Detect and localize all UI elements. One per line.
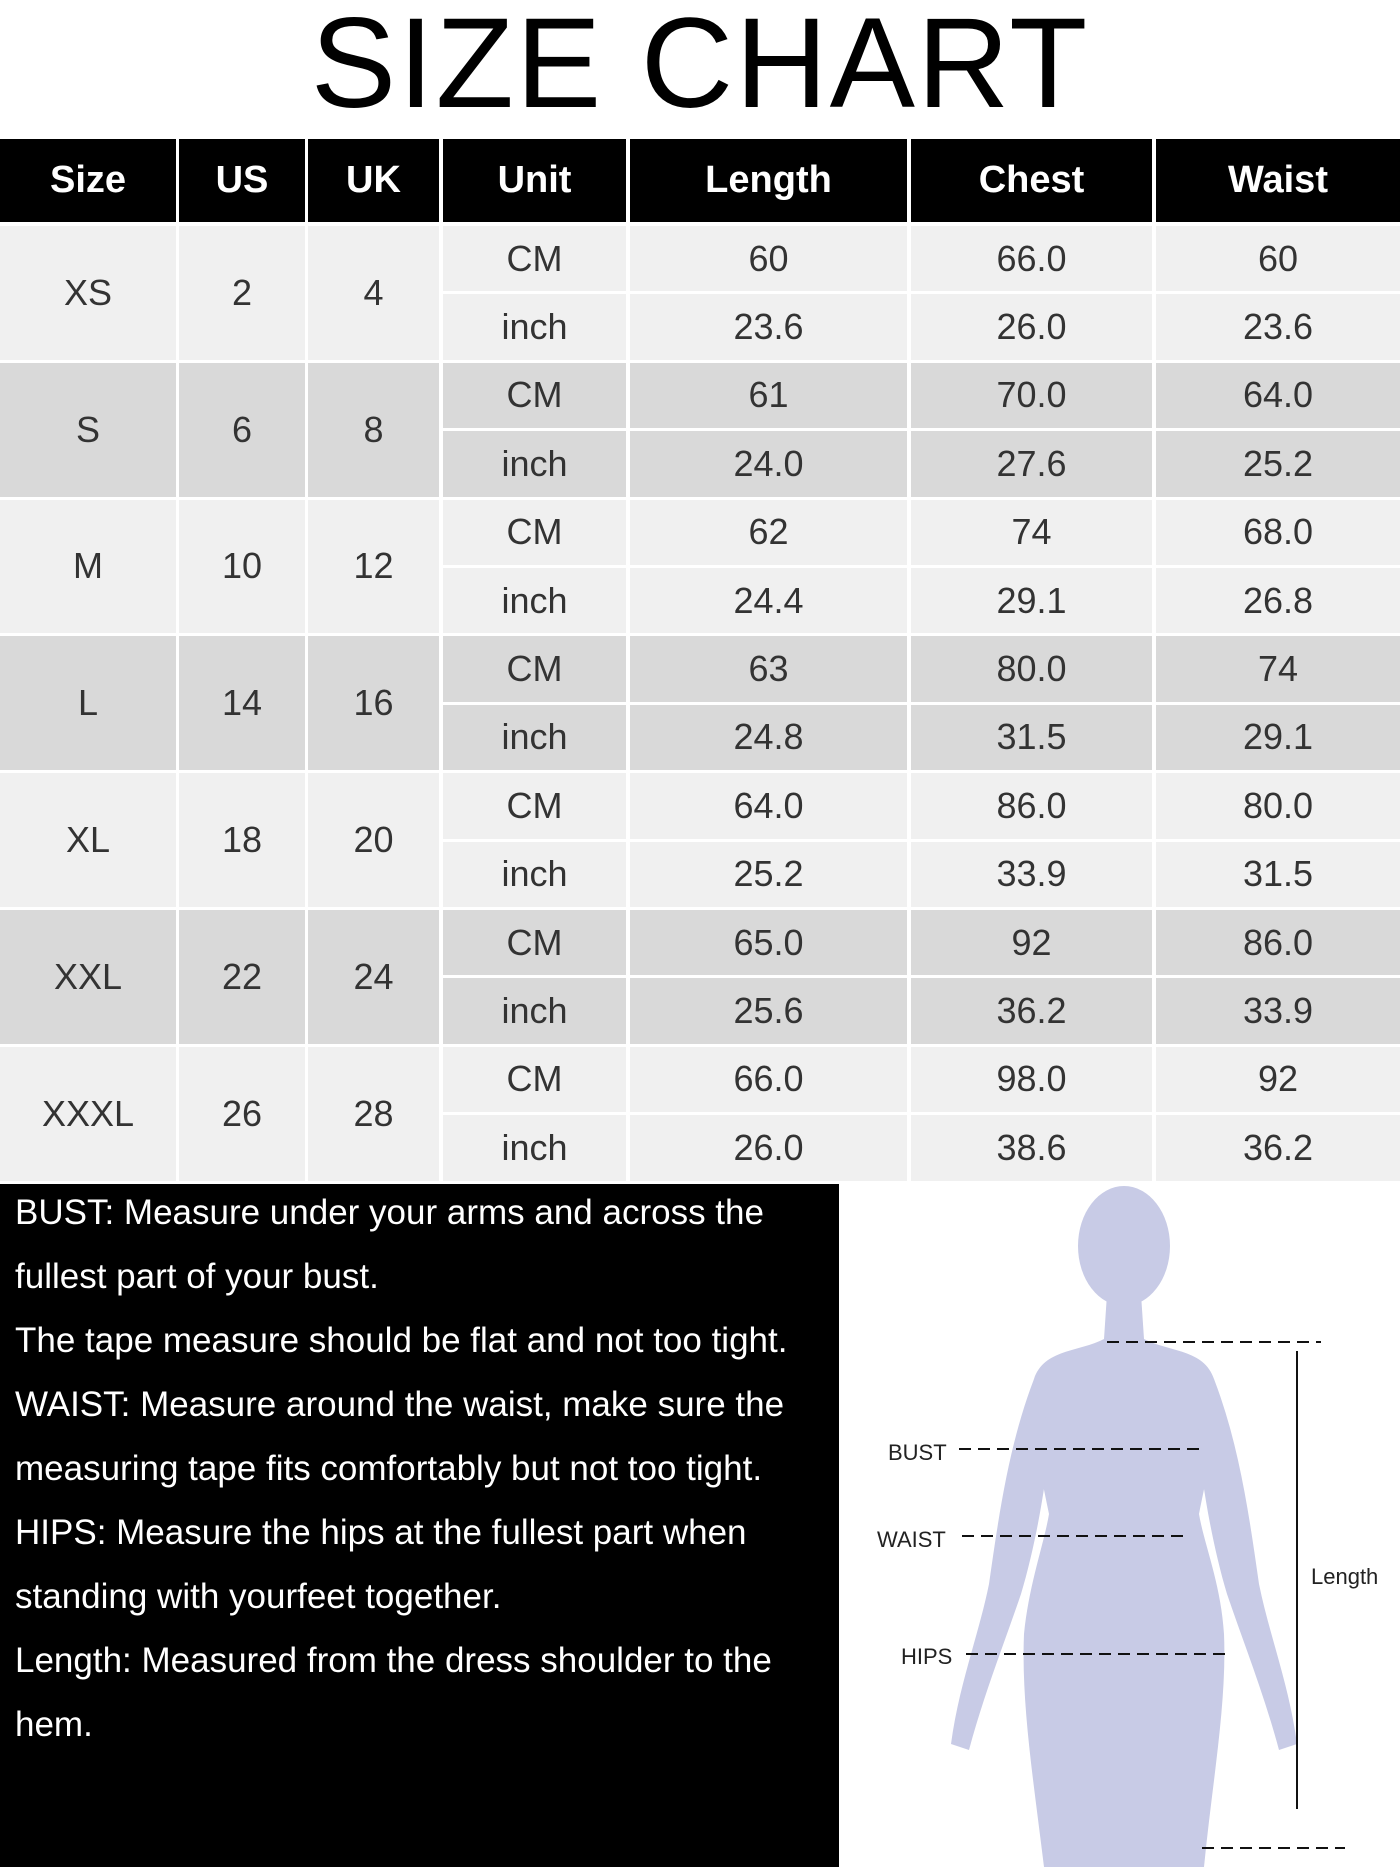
value-cell: 86.0 [1156, 910, 1400, 976]
size-cell: XS [0, 226, 176, 360]
size-cell: L [0, 636, 176, 771]
value-cell: 31.5 [1156, 841, 1400, 907]
value-cell: 27.6 [911, 431, 1152, 497]
unit-cell: inch [443, 1115, 626, 1181]
unit-cell: inch [443, 841, 626, 907]
value-cell: 60 [1156, 226, 1400, 292]
uk-cell: 28 [308, 1046, 439, 1181]
length-label: Length [1311, 1564, 1378, 1589]
note: The tape measure should be flat and not … [15, 1321, 788, 1360]
value-cell: 65.0 [630, 910, 907, 976]
value-cell: 38.6 [911, 1115, 1152, 1181]
value-cell: 63 [630, 636, 907, 702]
us-cell: 18 [179, 773, 305, 907]
unit-cell: CM [443, 1046, 626, 1113]
uk-cell: 4 [308, 226, 439, 360]
value-cell: 98.0 [911, 1046, 1152, 1113]
value-cell: 29.1 [1156, 704, 1400, 771]
note: Length: Measured from the dress shoulder… [15, 1641, 772, 1744]
unit-cell: CM [443, 910, 626, 976]
value-cell: 68.0 [1156, 499, 1400, 565]
value-cell: 26.8 [1156, 568, 1400, 634]
value-cell: 61 [630, 362, 907, 429]
value-cell: 33.9 [1156, 978, 1400, 1044]
value-cell: 74 [911, 499, 1152, 565]
value-cell: 24.8 [630, 704, 907, 771]
value-cell: 80.0 [1156, 773, 1400, 839]
header-cell: Unit [443, 139, 626, 222]
unit-cell: CM [443, 499, 626, 565]
note: WAIST: Measure around the waist, make su… [15, 1385, 785, 1488]
value-cell: 23.6 [630, 294, 907, 360]
value-cell: 70.0 [911, 362, 1152, 429]
uk-cell: 12 [308, 499, 439, 634]
unit-cell: CM [443, 362, 626, 429]
size-cell: XL [0, 773, 176, 907]
unit-cell: inch [443, 978, 626, 1044]
bust-label: BUST [888, 1440, 947, 1465]
value-cell: 66.0 [630, 1046, 907, 1113]
body-figure: BUST WAIST HIPS Length [877, 1186, 1378, 1867]
size-cell: XXXL [0, 1046, 176, 1181]
page-title: SIZE CHART [310, 0, 1090, 135]
us-cell: 6 [179, 362, 305, 497]
value-cell: 25.6 [630, 978, 907, 1044]
value-cell: 92 [1156, 1046, 1400, 1113]
uk-cell: 24 [308, 910, 439, 1044]
waist-label: WAIST [877, 1527, 946, 1552]
silhouette [951, 1186, 1297, 1867]
unit-cell: CM [443, 636, 626, 702]
value-cell: 92 [911, 910, 1152, 976]
us-cell: 10 [179, 499, 305, 634]
header-cell: Length [630, 139, 907, 222]
value-cell: 80.0 [911, 636, 1152, 702]
unit-cell: inch [443, 568, 626, 634]
note: HIPS: Measure the hips at the fullest pa… [15, 1513, 747, 1616]
measure-lines [959, 1341, 1345, 1849]
value-cell: 60 [630, 226, 907, 292]
us-cell: 14 [179, 636, 305, 771]
unit-cell: inch [443, 431, 626, 497]
value-cell: 31.5 [911, 704, 1152, 771]
value-cell: 36.2 [1156, 1115, 1400, 1181]
value-cell: 74 [1156, 636, 1400, 702]
size-cell: M [0, 499, 176, 634]
us-cell: 26 [179, 1046, 305, 1181]
size-cell: S [0, 362, 176, 497]
value-cell: 26.0 [630, 1115, 907, 1181]
size-cell: XXL [0, 910, 176, 1044]
header-cell: Chest [911, 139, 1152, 222]
header-cell: US [179, 139, 305, 222]
value-cell: 25.2 [630, 841, 907, 907]
value-cell: 24.4 [630, 568, 907, 634]
uk-cell: 16 [308, 636, 439, 771]
hips-label: HIPS [901, 1644, 952, 1669]
value-cell: 86.0 [911, 773, 1152, 839]
value-cell: 29.1 [911, 568, 1152, 634]
value-cell: 64.0 [630, 773, 907, 839]
uk-cell: 8 [308, 362, 439, 497]
notes: BUST: Measure under your arms and across… [0, 1184, 839, 1867]
value-cell: 62 [630, 499, 907, 565]
value-cell: 26.0 [911, 294, 1152, 360]
uk-cell: 20 [308, 773, 439, 907]
note: BUST: Measure under your arms and across… [15, 1193, 764, 1296]
value-cell: 64.0 [1156, 362, 1400, 429]
us-cell: 2 [179, 226, 305, 360]
value-cell: 23.6 [1156, 294, 1400, 360]
unit-cell: CM [443, 773, 626, 839]
header-cell: Waist [1156, 139, 1400, 222]
header-cell: UK [308, 139, 439, 222]
unit-cell: inch [443, 294, 626, 360]
value-cell: 36.2 [911, 978, 1152, 1044]
value-cell: 25.2 [1156, 431, 1400, 497]
us-cell: 22 [179, 910, 305, 1044]
value-cell: 24.0 [630, 431, 907, 497]
value-cell: 33.9 [911, 841, 1152, 907]
unit-cell: inch [443, 704, 626, 771]
value-cell: 66.0 [911, 226, 1152, 292]
header-cell: Size [0, 139, 176, 222]
unit-cell: CM [443, 226, 626, 292]
